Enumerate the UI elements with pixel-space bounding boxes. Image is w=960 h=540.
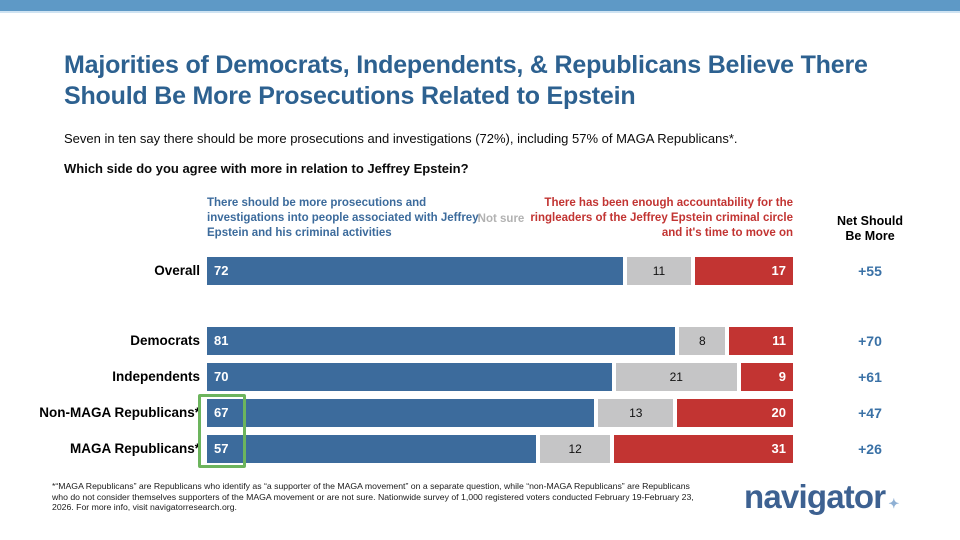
- segment-more-prosecutions: 67: [207, 399, 595, 427]
- segment-more-prosecutions: 57: [207, 435, 537, 463]
- footnote: *“MAGA Republicans” are Republicans who …: [52, 481, 694, 512]
- navigator-logo: navigator ✦: [744, 472, 934, 522]
- segment-not-sure: 13: [598, 399, 674, 427]
- segment-enough-accountability: 20: [677, 399, 793, 427]
- net-value: +61: [858, 369, 882, 385]
- segment-enough-accountability: 9: [740, 363, 793, 391]
- column-header-net-should-be-more: Net Should Be More: [837, 214, 903, 243]
- segment-not-sure: 8: [679, 327, 726, 355]
- top-accent-stripe: [0, 0, 960, 13]
- logo-text: navigator: [744, 478, 886, 515]
- segment-more-prosecutions: 72: [207, 257, 624, 285]
- survey-question: Which side do you agree with more in rel…: [64, 161, 469, 176]
- page-title: Majorities of Democrats, Independents, &…: [64, 51, 868, 110]
- segment-not-sure: 21: [615, 363, 737, 391]
- logo-star-icon: ✦: [888, 496, 899, 511]
- column-header-more-prosecutions: There should be more prosecutions and in…: [207, 197, 479, 239]
- chart-row-maga-republicans: MAGA Republicans* 57 12 31 +26: [0, 435, 960, 463]
- column-header-not-sure: Not sure: [477, 213, 525, 225]
- net-value: +70: [858, 333, 882, 349]
- row-label: Democrats: [130, 333, 200, 348]
- net-value: +26: [858, 441, 882, 457]
- chart-row-democrats: Democrats 81 8 11 +70: [0, 327, 960, 355]
- segment-more-prosecutions: 81: [207, 327, 676, 355]
- segment-enough-accountability: 31: [613, 435, 793, 463]
- segment-not-sure: 12: [540, 435, 610, 463]
- net-value: +47: [858, 405, 882, 421]
- chart-row-overall: Overall 72 11 17 +55: [0, 257, 960, 285]
- segment-enough-accountability: 11: [729, 327, 793, 355]
- chart-row-non-maga-republicans: Non-MAGA Republicans* 67 13 20 +47: [0, 399, 960, 427]
- segment-not-sure: 11: [627, 257, 691, 285]
- row-label: Overall: [154, 263, 200, 278]
- chart-row-independents: Independents 70 21 9 +61: [0, 363, 960, 391]
- row-label: Independents: [112, 369, 200, 384]
- row-label: MAGA Republicans*: [69, 441, 200, 456]
- row-label: Non-MAGA Republicans*: [39, 405, 200, 420]
- net-value: +55: [858, 263, 882, 279]
- subtitle: Seven in ten say there should be more pr…: [64, 131, 738, 146]
- column-header-enough-accountability: There has been enough accountability for…: [530, 197, 793, 239]
- segment-enough-accountability: 17: [694, 257, 793, 285]
- segment-more-prosecutions: 70: [207, 363, 612, 391]
